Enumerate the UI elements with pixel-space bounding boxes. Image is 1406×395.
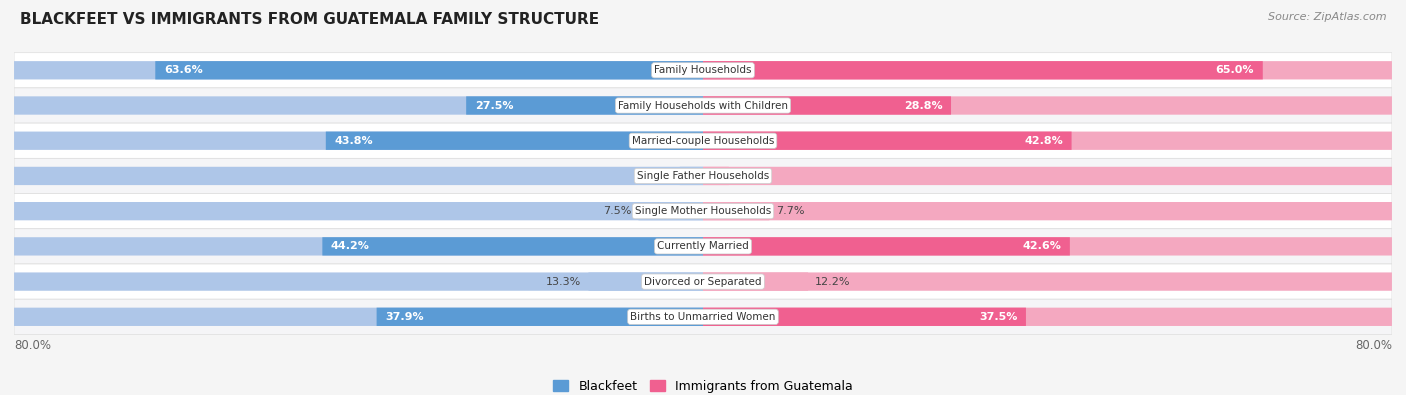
Text: 44.2%: 44.2%: [330, 241, 370, 251]
FancyBboxPatch shape: [703, 61, 1392, 79]
FancyBboxPatch shape: [14, 299, 1392, 335]
FancyBboxPatch shape: [703, 273, 1392, 291]
Text: 12.2%: 12.2%: [815, 276, 851, 287]
Text: 7.5%: 7.5%: [603, 206, 631, 216]
Text: Births to Unmarried Women: Births to Unmarried Women: [630, 312, 776, 322]
FancyBboxPatch shape: [638, 202, 703, 220]
FancyBboxPatch shape: [14, 167, 703, 185]
FancyBboxPatch shape: [703, 237, 1070, 256]
FancyBboxPatch shape: [703, 308, 1026, 326]
FancyBboxPatch shape: [14, 88, 1392, 123]
FancyBboxPatch shape: [377, 308, 703, 326]
Text: 13.3%: 13.3%: [547, 276, 582, 287]
Text: 37.9%: 37.9%: [385, 312, 423, 322]
FancyBboxPatch shape: [14, 237, 703, 256]
FancyBboxPatch shape: [14, 202, 703, 220]
FancyBboxPatch shape: [14, 158, 1392, 194]
FancyBboxPatch shape: [14, 132, 703, 150]
FancyBboxPatch shape: [703, 96, 950, 115]
Text: 65.0%: 65.0%: [1216, 65, 1254, 75]
FancyBboxPatch shape: [703, 273, 808, 291]
FancyBboxPatch shape: [703, 61, 1263, 79]
Text: Married-couple Households: Married-couple Households: [631, 136, 775, 146]
FancyBboxPatch shape: [14, 96, 703, 115]
Text: Source: ZipAtlas.com: Source: ZipAtlas.com: [1268, 12, 1386, 22]
FancyBboxPatch shape: [14, 273, 703, 291]
Legend: Blackfeet, Immigrants from Guatemala: Blackfeet, Immigrants from Guatemala: [548, 375, 858, 395]
Text: Single Father Households: Single Father Households: [637, 171, 769, 181]
FancyBboxPatch shape: [155, 61, 703, 79]
FancyBboxPatch shape: [679, 167, 703, 185]
Text: 80.0%: 80.0%: [14, 339, 51, 352]
FancyBboxPatch shape: [326, 132, 703, 150]
Text: 43.8%: 43.8%: [335, 136, 373, 146]
FancyBboxPatch shape: [14, 61, 703, 79]
FancyBboxPatch shape: [467, 96, 703, 115]
FancyBboxPatch shape: [703, 167, 1392, 185]
Text: 42.8%: 42.8%: [1024, 136, 1063, 146]
FancyBboxPatch shape: [322, 237, 703, 256]
Text: Single Mother Households: Single Mother Households: [636, 206, 770, 216]
Text: 28.8%: 28.8%: [904, 100, 942, 111]
Text: BLACKFEET VS IMMIGRANTS FROM GUATEMALA FAMILY STRUCTURE: BLACKFEET VS IMMIGRANTS FROM GUATEMALA F…: [20, 12, 599, 27]
Text: Divorced or Separated: Divorced or Separated: [644, 276, 762, 287]
FancyBboxPatch shape: [703, 96, 1392, 115]
FancyBboxPatch shape: [14, 194, 1392, 229]
Text: 80.0%: 80.0%: [1355, 339, 1392, 352]
FancyBboxPatch shape: [14, 229, 1392, 264]
FancyBboxPatch shape: [703, 237, 1392, 256]
Text: 7.7%: 7.7%: [776, 206, 804, 216]
FancyBboxPatch shape: [14, 53, 1392, 88]
FancyBboxPatch shape: [703, 202, 1392, 220]
Text: 2.7%: 2.7%: [644, 171, 673, 181]
FancyBboxPatch shape: [14, 308, 703, 326]
Text: 27.5%: 27.5%: [475, 100, 513, 111]
FancyBboxPatch shape: [14, 264, 1392, 299]
Text: Family Households with Children: Family Households with Children: [619, 100, 787, 111]
FancyBboxPatch shape: [703, 202, 769, 220]
Text: 3.0%: 3.0%: [735, 171, 763, 181]
Text: 42.6%: 42.6%: [1022, 241, 1062, 251]
Text: Family Households: Family Households: [654, 65, 752, 75]
FancyBboxPatch shape: [589, 273, 703, 291]
FancyBboxPatch shape: [703, 308, 1392, 326]
FancyBboxPatch shape: [14, 123, 1392, 158]
Text: Currently Married: Currently Married: [657, 241, 749, 251]
FancyBboxPatch shape: [703, 167, 728, 185]
Text: 37.5%: 37.5%: [979, 312, 1018, 322]
FancyBboxPatch shape: [703, 132, 1392, 150]
Text: 63.6%: 63.6%: [165, 65, 202, 75]
FancyBboxPatch shape: [703, 132, 1071, 150]
